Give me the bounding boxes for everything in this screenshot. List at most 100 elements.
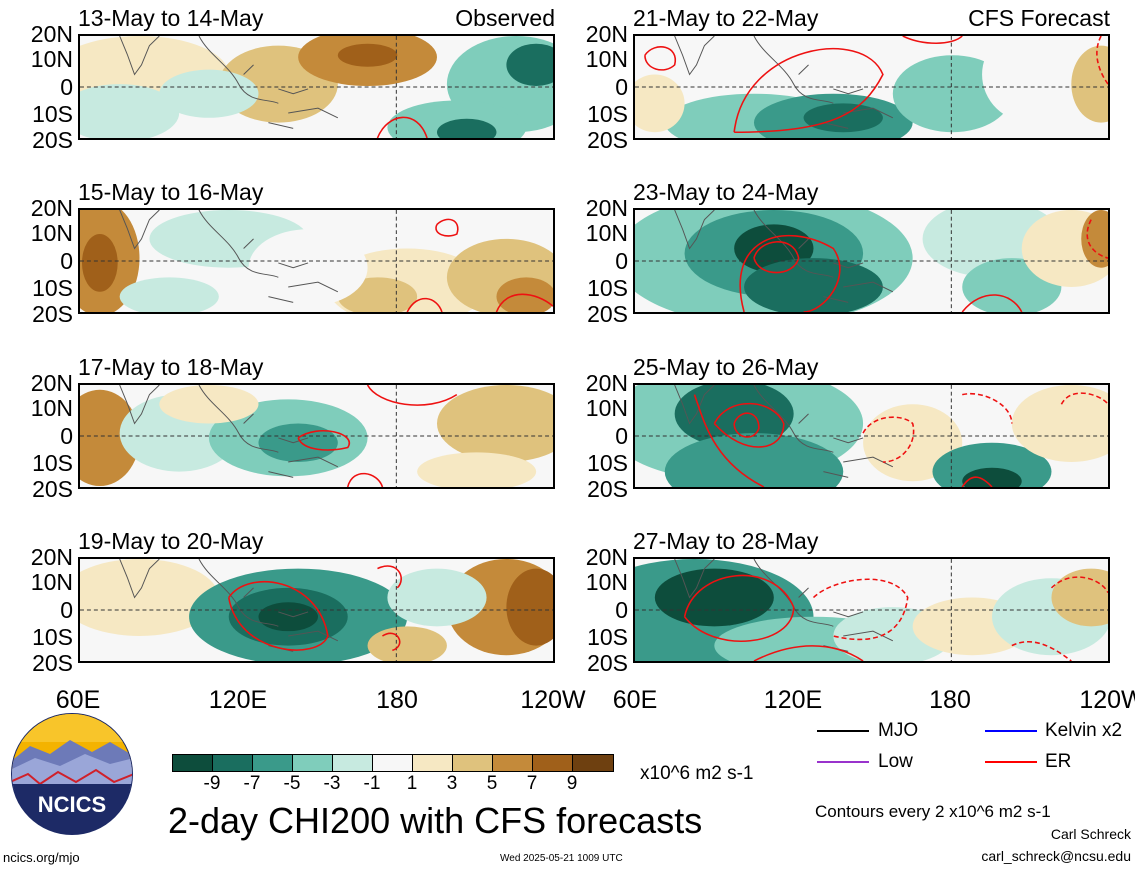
lat-tick: 20S bbox=[587, 301, 628, 327]
er-contour bbox=[366, 385, 458, 406]
colorbar-tick: -1 bbox=[363, 773, 381, 794]
lat-tick: 20S bbox=[587, 476, 628, 502]
map-panel bbox=[78, 208, 555, 314]
main-title: 2-day CHI200 with CFS forecasts bbox=[168, 800, 703, 841]
er-contour bbox=[713, 402, 785, 448]
er-contour bbox=[693, 394, 765, 487]
er-contour bbox=[377, 565, 402, 589]
lat-tick: 10S bbox=[32, 450, 73, 476]
lat-tick: 10S bbox=[587, 101, 628, 127]
er-contour bbox=[733, 412, 760, 438]
legend-line-kelvin bbox=[985, 730, 1037, 732]
anomaly-region bbox=[248, 229, 368, 307]
panel-title: 27-May to 28-May bbox=[633, 528, 819, 554]
anomaly-region bbox=[982, 36, 1082, 123]
logo-text: NCICS bbox=[38, 792, 106, 817]
anomaly-region bbox=[81, 234, 118, 292]
lat-tick: 10S bbox=[32, 275, 73, 301]
map-panel bbox=[633, 383, 1110, 489]
legend-label: Kelvin x2 bbox=[1045, 720, 1123, 741]
lat-tick: 0 bbox=[615, 597, 628, 623]
colorbar-tick: 9 bbox=[566, 773, 578, 794]
map-panel bbox=[633, 557, 1110, 663]
lat-tick: 20N bbox=[585, 544, 628, 570]
colorbar-tick: -3 bbox=[323, 773, 341, 794]
lat-tick: 0 bbox=[615, 423, 628, 449]
legend-line-mjo bbox=[817, 730, 869, 732]
colorbar-tick: 3 bbox=[446, 773, 458, 794]
anomaly-region bbox=[159, 385, 259, 424]
anomaly-region bbox=[80, 84, 180, 138]
lat-tick: 10N bbox=[30, 220, 73, 246]
anomaly-region bbox=[437, 385, 553, 462]
anomaly-region bbox=[367, 626, 447, 661]
panel-title: 19-May to 20-May bbox=[78, 528, 264, 554]
colorbar-tick: -7 bbox=[243, 773, 261, 794]
lat-tick: 0 bbox=[615, 248, 628, 274]
colorbar bbox=[172, 754, 614, 772]
er-contour-negative bbox=[1060, 392, 1108, 405]
anomaly-region bbox=[744, 258, 883, 312]
colorbar-swatch bbox=[453, 755, 493, 771]
lon-tick: 120W bbox=[1079, 686, 1135, 714]
anomaly-region bbox=[1051, 568, 1108, 627]
lat-tick: 10N bbox=[585, 46, 628, 72]
anomaly-region bbox=[80, 389, 140, 487]
lon-tick: 120E bbox=[763, 686, 823, 714]
contours-note: Contours every 2 x10^6 m2 s-1 bbox=[815, 802, 1051, 821]
lat-tick: 20N bbox=[30, 195, 73, 221]
map-panel bbox=[78, 383, 555, 489]
colorbar-swatch bbox=[293, 755, 333, 771]
er-contour bbox=[346, 472, 384, 487]
panel-title: 21-May to 22-May bbox=[633, 5, 819, 31]
anomaly-region bbox=[1081, 210, 1108, 268]
panel-source-tag: Observed bbox=[455, 5, 555, 31]
legend-label: MJO bbox=[878, 720, 919, 741]
lat-tick: 10S bbox=[32, 624, 73, 650]
timestamp: Wed 2025-05-21 1009 UTC bbox=[500, 853, 623, 864]
er-contour-negative bbox=[1096, 36, 1108, 85]
lat-tick: 20N bbox=[30, 544, 73, 570]
anomaly-region bbox=[387, 568, 487, 627]
anomaly-region bbox=[635, 74, 685, 133]
panel-title: 25-May to 26-May bbox=[633, 354, 819, 380]
lat-tick: 20N bbox=[585, 195, 628, 221]
legend-label: ER bbox=[1045, 751, 1072, 772]
colorbar-tick: 1 bbox=[406, 773, 418, 794]
colorbar-tick: -9 bbox=[203, 773, 221, 794]
lat-tick: 20S bbox=[32, 127, 73, 153]
lat-tick: 0 bbox=[60, 74, 73, 100]
ncics-logo: NCICS bbox=[10, 712, 134, 836]
anomaly-region bbox=[506, 568, 553, 646]
anomaly-region bbox=[436, 118, 497, 138]
panel-title: 13-May to 14-May bbox=[78, 5, 264, 31]
er-contour bbox=[382, 632, 401, 652]
colorbar-swatch bbox=[573, 755, 613, 771]
legend-line-er bbox=[985, 761, 1037, 763]
anomaly-region bbox=[664, 433, 844, 487]
lon-tick: 60E bbox=[612, 686, 658, 714]
lat-tick: 10S bbox=[32, 101, 73, 127]
colorbar-swatch bbox=[173, 755, 213, 771]
lon-tick: 120W bbox=[520, 686, 586, 714]
er-contour bbox=[297, 430, 351, 451]
map-panel bbox=[633, 208, 1110, 314]
anomaly-region bbox=[803, 103, 883, 133]
anomaly-region bbox=[506, 43, 553, 87]
lon-tick: 120E bbox=[208, 686, 268, 714]
colorbar-tick: -5 bbox=[283, 773, 301, 794]
colorbar-swatch bbox=[213, 755, 253, 771]
colorbar-swatch bbox=[493, 755, 533, 771]
colorbar-units: x10^6 m2 s-1 bbox=[640, 763, 754, 784]
author-email: carl_schreck@ncsu.edu bbox=[981, 848, 1131, 864]
lat-tick: 10S bbox=[587, 450, 628, 476]
er-contour-negative bbox=[1050, 576, 1108, 594]
lat-tick: 10N bbox=[585, 569, 628, 595]
anomaly-region bbox=[159, 69, 259, 118]
anomaly-region bbox=[417, 452, 537, 487]
map-panel bbox=[78, 34, 555, 140]
lat-tick: 20N bbox=[585, 370, 628, 396]
er-contour-negative bbox=[1086, 219, 1108, 259]
panel-source-tag: CFS Forecast bbox=[968, 5, 1110, 31]
lat-tick: 0 bbox=[60, 423, 73, 449]
